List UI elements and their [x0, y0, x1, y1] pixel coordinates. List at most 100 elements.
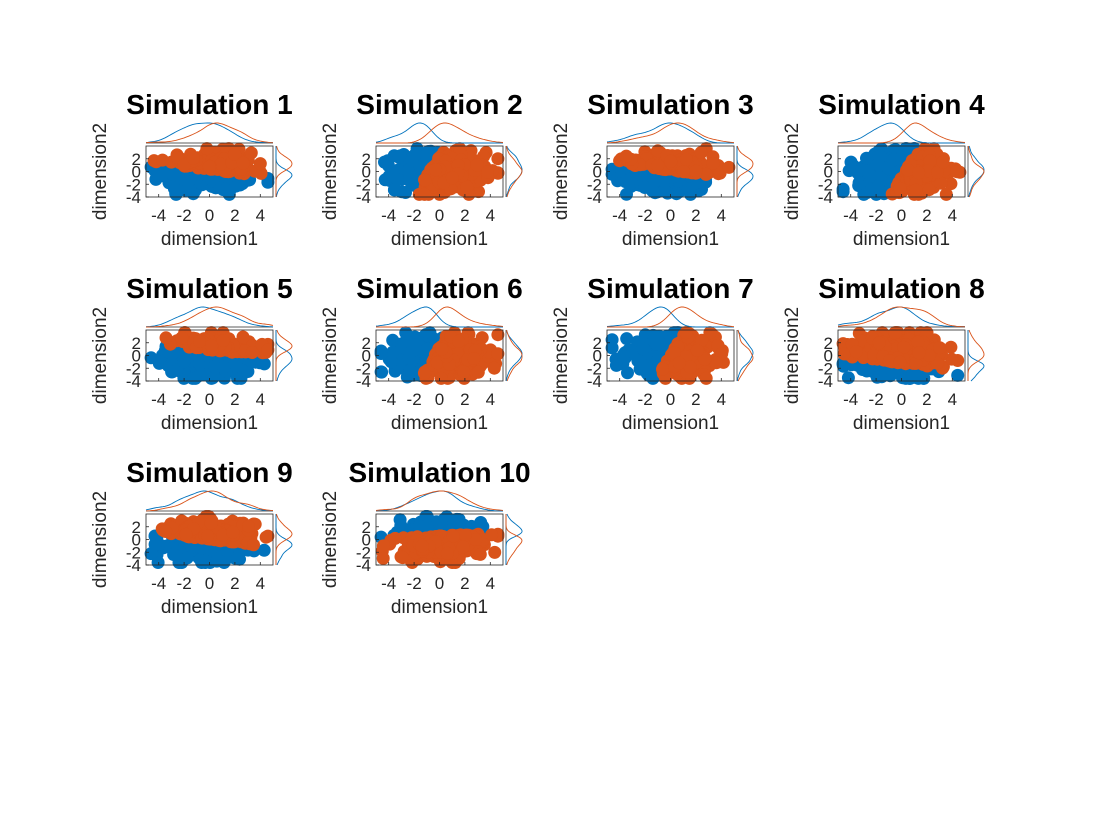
data-point	[374, 347, 388, 360]
data-point	[909, 183, 923, 197]
data-point	[491, 152, 505, 166]
data-point	[244, 146, 258, 160]
data-point	[679, 326, 693, 340]
y-tick-label: -4	[126, 372, 141, 391]
marginal-right-cluster2	[275, 329, 293, 381]
y-tick-label: -4	[818, 372, 833, 391]
data-point	[722, 160, 736, 174]
data-point	[939, 187, 953, 201]
subplot-1: Simulation 1-4 -2 0 2 420-2-4dimension1dimen…	[90, 89, 293, 250]
data-point	[605, 333, 619, 347]
x-tick-label: 0	[897, 390, 906, 409]
marginal-right-cluster2	[506, 329, 523, 382]
data-point	[245, 346, 259, 359]
y-tick-label: 2	[132, 518, 141, 537]
data-point	[456, 540, 470, 554]
x-axis-label: dimension1	[161, 597, 258, 618]
data-point	[706, 156, 720, 170]
data-point	[376, 551, 390, 565]
data-point	[936, 155, 950, 169]
data-point	[418, 173, 432, 187]
data-point	[912, 346, 926, 360]
x-tick-label: 4	[256, 390, 265, 409]
data-point	[430, 356, 444, 370]
x-tick-label: 4	[717, 390, 726, 409]
data-point	[860, 151, 873, 165]
x-axis-label: dimension1	[161, 229, 258, 250]
data-point	[159, 525, 173, 538]
marginal-right-cluster2	[736, 145, 754, 197]
subplot-title: Simulation 5	[126, 273, 292, 304]
data-point	[901, 163, 915, 177]
x-axis-label: dimension1	[853, 413, 950, 434]
data-point	[152, 356, 166, 370]
data-point	[679, 152, 693, 166]
y-tick-label: -2	[126, 543, 141, 562]
subplot-title: Simulation 7	[587, 273, 753, 304]
marginal-top-cluster1	[145, 490, 274, 512]
series-cluster2	[155, 510, 275, 552]
y-tick-label: -2	[587, 359, 602, 378]
marginal-top-cluster2	[376, 122, 504, 144]
marginal-top-cluster2	[376, 306, 504, 328]
x-axis-label: dimension1	[622, 413, 719, 434]
y-tick-label: 0	[362, 163, 371, 182]
x-tick-label: 0	[666, 206, 675, 225]
data-point	[228, 147, 242, 161]
x-tick-label: 4	[486, 574, 495, 593]
data-point	[668, 346, 681, 360]
y-axis-label: dimension2	[90, 123, 111, 220]
marginal-right-cluster1	[505, 329, 523, 382]
data-point	[204, 516, 218, 530]
data-point	[873, 149, 887, 163]
y-tick-label: 2	[132, 334, 141, 353]
data-point	[491, 328, 505, 342]
y-tick-label: 0	[132, 531, 141, 550]
subplot-4: Simulation 4-4 -2 0 2 420-2-4dimension1dimen…	[782, 89, 985, 250]
marginal-top-cluster2	[607, 306, 735, 328]
x-tick-label: -4	[381, 574, 396, 593]
data-point	[689, 164, 703, 178]
x-axis-label: dimension1	[622, 229, 719, 250]
y-axis-label: dimension2	[320, 123, 341, 220]
x-tick-label: -4	[612, 390, 627, 409]
data-point	[481, 165, 494, 179]
data-point	[236, 330, 250, 344]
x-tick-label: 0	[897, 206, 906, 225]
data-point	[871, 180, 885, 194]
data-point	[951, 368, 965, 382]
data-point	[261, 343, 275, 357]
y-tick-label: 2	[593, 334, 602, 353]
y-axis-label: dimension2	[782, 307, 803, 404]
data-point	[247, 538, 260, 552]
y-tick-label: -4	[587, 372, 602, 391]
series-cluster2	[375, 527, 505, 569]
x-tick-label: 4	[256, 206, 265, 225]
y-tick-label: -4	[356, 556, 371, 575]
data-point	[945, 352, 959, 366]
x-tick-label: 4	[256, 574, 265, 593]
x-tick-label: 2	[230, 390, 239, 409]
marginal-top-cluster1	[606, 122, 734, 144]
y-tick-label: -2	[818, 175, 833, 194]
data-point	[415, 539, 429, 553]
y-tick-label: -2	[587, 175, 602, 194]
marginal-top-cluster1	[145, 122, 274, 144]
y-tick-label: 0	[593, 163, 602, 182]
data-point	[156, 153, 169, 167]
data-point	[165, 365, 179, 379]
data-point	[944, 177, 958, 191]
subplot-6: Simulation 6-4 -2 0 2 420-2-4dimension1dimen…	[320, 273, 523, 434]
x-tick-label: 4	[486, 390, 495, 409]
x-tick-label: -2	[638, 206, 653, 225]
y-tick-label: -4	[126, 188, 141, 207]
data-point	[446, 529, 460, 543]
x-tick-label: 2	[922, 206, 931, 225]
x-tick-label: -2	[407, 390, 422, 409]
y-axis-label: dimension2	[551, 123, 572, 220]
y-tick-label: -2	[818, 359, 833, 378]
subplot-8: Simulation 8-4 -2 0 2 420-2-4dimension1dimen…	[782, 273, 985, 434]
data-point	[923, 154, 937, 168]
data-point	[699, 371, 713, 385]
data-point	[922, 348, 936, 362]
